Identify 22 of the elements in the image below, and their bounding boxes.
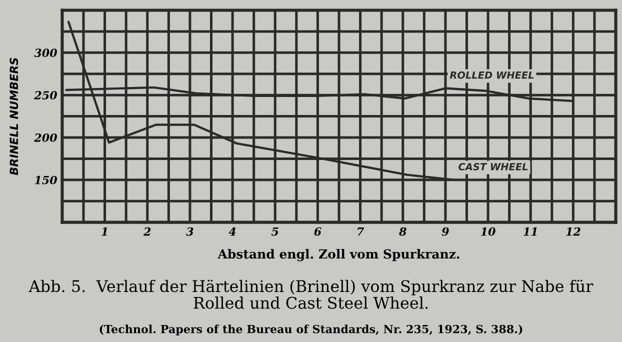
x-tick-label: 7 [358,228,364,236]
series-label: CAST WHEEL [458,163,528,170]
x-tick-label: 3 [186,227,194,236]
y-axis-title: BRINELL NUMBERS [10,58,18,176]
x-tick-label: 1 [102,227,107,236]
x-tick-label: 6 [314,227,322,236]
x-tick-label: 9 [442,227,449,236]
x-tick-label: 2 [143,227,151,236]
x-tick-label: 12 [566,227,580,236]
y-tick-label: 150 [34,176,57,184]
x-tick-label: 5 [271,228,278,236]
text: (Technol. Papers of the Bureau of Standards, Nr. 235, 1923, S. 388.) [100,324,522,336]
x-axis-title: Abstand engl. Zoll vom Spurkranz. [218,249,460,262]
x-tick-label: 10 [481,227,496,236]
x-tick-label: 11 [524,227,537,236]
x-tick-label: 8 [399,227,406,236]
y-tick-label: 250 [34,91,57,100]
text: Abb. 5. Verlauf der Härtelinien (Brinell) vom Spurkranz zur Nabe für Rolled und Cast Steel Wheel. [28,280,594,309]
y-tick-label: 200 [34,133,57,142]
y-tick-label: 300 [34,48,57,58]
series-label: ROLLED WHEEL [450,71,534,79]
x-tick-label: 4 [228,227,236,236]
